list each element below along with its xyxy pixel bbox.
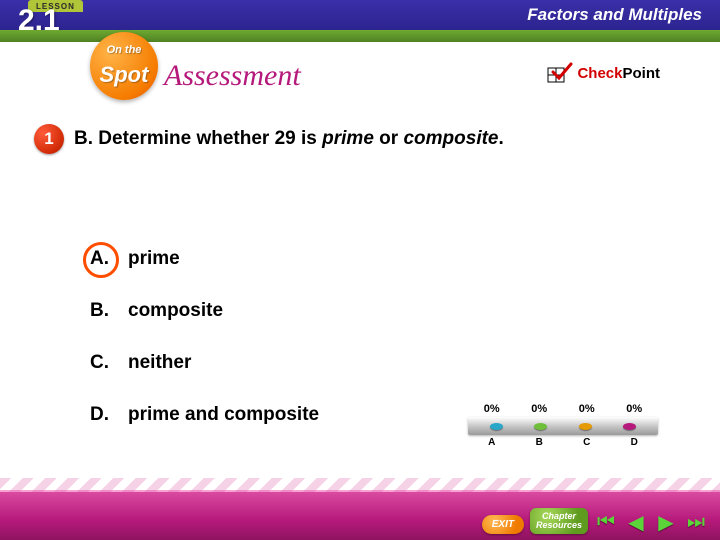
poll-label: C bbox=[567, 437, 607, 448]
spot-line1: On the bbox=[90, 44, 158, 56]
chapter-resources-button[interactable]: Chapter Resources bbox=[530, 508, 588, 534]
question-suffix: . bbox=[499, 128, 504, 149]
choice-text: prime bbox=[128, 248, 180, 270]
poll-dot bbox=[490, 423, 503, 430]
poll-percent: 0% bbox=[472, 403, 512, 415]
checkpoint-badge: CheckPoint bbox=[547, 62, 660, 84]
choice-letter: D. bbox=[90, 404, 118, 426]
answer-choice[interactable]: B. composite bbox=[90, 300, 319, 322]
poll-percents-row: 0% 0% 0% 0% bbox=[468, 403, 658, 415]
spot-assessment-row: On the Spot Assessment bbox=[90, 42, 301, 100]
answer-choice[interactable]: D. prime and composite bbox=[90, 404, 319, 426]
choice-letter: B. bbox=[90, 300, 118, 322]
question-prefix: B. Determine whether 29 is bbox=[74, 128, 322, 149]
poll-percent: 0% bbox=[614, 403, 654, 415]
nav-next-button[interactable]: ▶ bbox=[654, 510, 678, 534]
choice-letter: A. bbox=[90, 248, 118, 270]
question-mid: or bbox=[374, 128, 404, 149]
checkpoint-black: Point bbox=[623, 65, 661, 82]
checkpoint-red: Check bbox=[577, 65, 622, 82]
nav-first-button[interactable]: ⏮ bbox=[594, 510, 618, 534]
poll-dot bbox=[579, 423, 592, 430]
poll-labels-row: ABCD bbox=[468, 437, 658, 448]
on-the-spot-badge: On the Spot bbox=[90, 32, 158, 100]
assessment-label: Assessment bbox=[164, 59, 301, 93]
question-text: B. Determine whether 29 is prime or comp… bbox=[74, 128, 504, 150]
question-em1: prime bbox=[322, 128, 374, 149]
poll-label: D bbox=[614, 437, 654, 448]
checkpoint-text: CheckPoint bbox=[577, 65, 660, 82]
poll-chart: 0% 0% 0% 0% ABCD bbox=[468, 403, 658, 448]
choice-letter: C. bbox=[90, 352, 118, 374]
answer-choice[interactable]: A. prime bbox=[90, 248, 319, 270]
topic-title: Factors and Multiples bbox=[527, 5, 702, 25]
answer-choices: A. prime B. composite C. neither D. prime and c… bbox=[90, 248, 319, 426]
checkmark-grid-icon bbox=[547, 62, 573, 84]
header-bar: LESSON 2.1 Factors and Multiples bbox=[0, 0, 720, 30]
choice-text: composite bbox=[128, 300, 223, 322]
poll-dot bbox=[623, 423, 636, 430]
nav-last-button[interactable]: ⏭ bbox=[684, 510, 708, 534]
poll-label: B bbox=[519, 437, 559, 448]
poll-base bbox=[468, 417, 658, 435]
question-number-bullet: 1 bbox=[34, 124, 64, 154]
nav-prev-button[interactable]: ◀ bbox=[624, 510, 648, 534]
poll-dot bbox=[534, 423, 547, 430]
poll-label: A bbox=[472, 437, 512, 448]
nav-controls: EXIT Chapter Resources ⏮ ◀ ▶ ⏭ bbox=[482, 508, 708, 534]
choice-text: prime and composite bbox=[128, 404, 319, 426]
resources-l2: Resources bbox=[536, 521, 582, 530]
answer-choice[interactable]: C. neither bbox=[90, 352, 319, 374]
spot-line2: Spot bbox=[90, 62, 158, 88]
choice-text: neither bbox=[128, 352, 191, 374]
poll-percent: 0% bbox=[567, 403, 607, 415]
poll-percent: 0% bbox=[519, 403, 559, 415]
question-em2: composite bbox=[403, 128, 498, 149]
exit-button[interactable]: EXIT bbox=[482, 515, 524, 534]
